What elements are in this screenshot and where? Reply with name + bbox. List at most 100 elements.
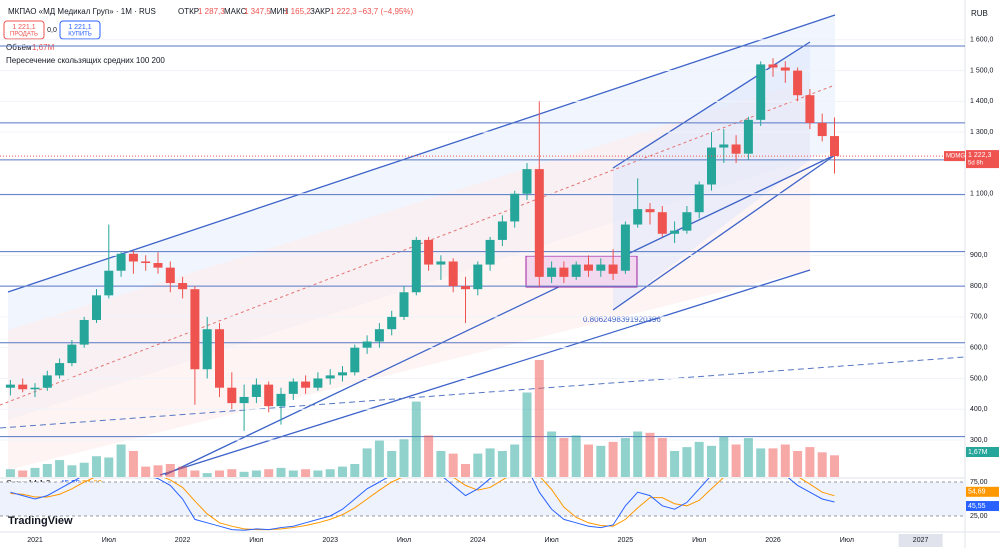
channel: [8, 80, 810, 470]
y-tick-label: 600,0: [970, 345, 988, 352]
candle-body: [731, 144, 741, 154]
candle-body: [707, 147, 716, 185]
trend-line: [164, 154, 836, 476]
volume-bar: [153, 465, 163, 477]
ticker: MDMG: [946, 154, 965, 160]
symbol: МКПАО «МД Медикал Груп» · 1М · RUS: [8, 7, 156, 16]
volume-bar: [202, 473, 212, 477]
volume-bar: [571, 435, 581, 477]
ohlc-label: ОТКР: [178, 7, 199, 16]
x-tick-label: 2027: [913, 537, 929, 544]
candle-body: [596, 264, 606, 271]
drawings: [0, 14, 965, 476]
candle-body: [768, 64, 778, 68]
spread: 0,0: [47, 27, 57, 34]
ma-line: [0, 84, 836, 406]
x-tick-label: 2025: [618, 537, 634, 544]
candle-body: [5, 384, 15, 388]
stoch-band: [0, 482, 965, 516]
volume-bar: [559, 438, 569, 477]
buy-button[interactable]: [59, 20, 101, 40]
x-tick-label: Июл: [397, 537, 411, 544]
x-tick-label: Июл: [544, 537, 558, 544]
volume-bar: [42, 464, 52, 477]
candle-body: [141, 261, 151, 264]
candle-body: [116, 253, 126, 271]
volume-bar: [608, 441, 618, 477]
candle-body: [793, 70, 803, 96]
candle-body: [374, 329, 384, 342]
x-tick-label: 2021: [27, 537, 43, 544]
volume-bar: [227, 469, 237, 477]
stoch-line: [10, 478, 835, 531]
candle-body: [338, 372, 347, 376]
volume-tag-bg: [966, 447, 999, 457]
volume-bar: [793, 451, 803, 477]
candle-body: [645, 209, 655, 213]
volume-bar: [461, 464, 470, 477]
candle-body: [165, 267, 175, 284]
volume-bar: [473, 453, 483, 477]
candle-body: [547, 267, 557, 277]
candle-body: [485, 239, 495, 265]
trend-line: [7, 14, 836, 293]
candle-body: [559, 267, 569, 277]
ohlc-value: 1 347,5: [244, 7, 271, 16]
x-tick-label: 2026: [765, 537, 781, 544]
candle-body: [67, 344, 77, 364]
sell-label: ПРОДАТЬ: [10, 32, 38, 38]
volume-bar: [682, 447, 692, 477]
y-tick-label: 300,0: [970, 437, 988, 444]
stoch-pane: [0, 478, 965, 531]
sell-button[interactable]: [3, 20, 45, 40]
candle-body: [473, 264, 483, 290]
volume-bar: [92, 456, 101, 477]
volume-bar: [399, 439, 409, 477]
volume-bar: [141, 466, 151, 477]
x-tick-label: 2023: [322, 537, 338, 544]
volume-bar: [5, 469, 15, 477]
candle-body: [510, 193, 520, 222]
ohlc-label: ЗАКР: [310, 7, 330, 16]
volume-bar: [645, 432, 655, 477]
y-tick-label: 1 300,0: [970, 129, 993, 136]
volume-bar: [657, 438, 667, 477]
volume-bar: [694, 441, 704, 477]
candle-body: [42, 375, 52, 388]
volume-bar: [350, 464, 360, 477]
candle-body: [694, 184, 704, 213]
x-tick-label: 2022: [175, 537, 191, 544]
currency: RUB: [971, 9, 988, 18]
change: −63,7 (−4,95%): [358, 7, 413, 16]
candle-body: [276, 393, 286, 407]
volume-bar: [313, 470, 323, 477]
volume-bar: [448, 453, 458, 477]
buy-label: КУПИТЬ: [68, 32, 92, 38]
candle-body: [387, 316, 397, 330]
volume-bar: [104, 457, 114, 477]
volume-bar: [116, 444, 126, 477]
candle-body: [743, 119, 753, 154]
ohlc-value: 1 287,3: [198, 7, 225, 16]
volume-bar: [215, 470, 224, 477]
ticker-bg: [944, 151, 965, 162]
x-tick-label: Июл: [102, 537, 116, 544]
volume-bar: [18, 470, 28, 477]
candle-body: [805, 95, 815, 123]
y-tick-label: 1 500,0: [970, 67, 993, 74]
candle-body: [104, 270, 114, 296]
candle-body: [436, 261, 446, 265]
x-tick-label: Июл: [692, 537, 706, 544]
ohlc-value: 1 222,3: [330, 7, 357, 16]
volume-bar: [534, 360, 544, 477]
volume-bar: [338, 466, 347, 477]
candle-body: [202, 329, 212, 370]
volume-bar: [485, 448, 495, 477]
candle-body: [780, 67, 790, 71]
stoch-tick-label: 25,00: [970, 513, 988, 520]
volume-bar: [817, 452, 827, 477]
volume-bar: [325, 469, 335, 477]
volume-bar: [596, 445, 606, 477]
